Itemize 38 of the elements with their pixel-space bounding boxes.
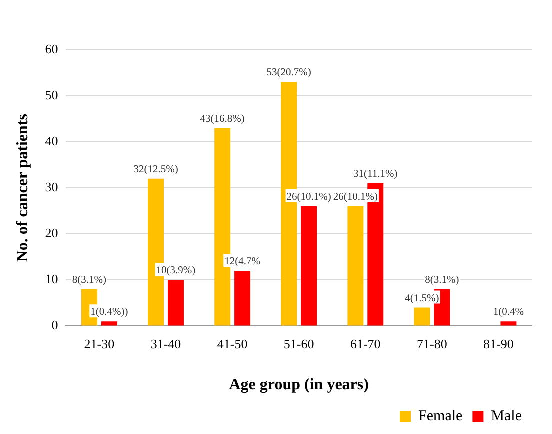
data-label: 10(3.9%) xyxy=(156,266,196,277)
data-label: 8(3.1%) xyxy=(425,274,460,286)
data-label: 31(11.1%) xyxy=(354,168,398,180)
x-tick-label: 81-90 xyxy=(484,336,514,352)
bar xyxy=(500,322,517,326)
data-label: 1(0.4% xyxy=(493,307,524,318)
bar xyxy=(348,206,364,326)
data-label: 43(16.8%) xyxy=(200,114,246,125)
x-tick-label: 71-80 xyxy=(417,336,448,352)
x-tick-label: 51-60 xyxy=(284,336,314,352)
data-label: 4(1.5%) xyxy=(405,293,440,304)
x-axis-title: Age group (in years) xyxy=(229,376,369,394)
y-tick-label: 60 xyxy=(45,41,58,56)
y-axis-title: No. of cancer patients xyxy=(14,114,32,262)
data-label: 12(4.7% xyxy=(224,256,261,268)
data-label: 1(0.4%)) xyxy=(90,307,129,318)
x-tick-label: 41-50 xyxy=(217,336,248,352)
y-tick-label: 10 xyxy=(45,272,58,287)
data-label: 26(10.1%) xyxy=(333,192,378,204)
data-label: 32(12.5%) xyxy=(134,164,179,176)
bar xyxy=(234,270,251,326)
y-tick-label: 30 xyxy=(45,180,58,195)
legend-label: Female xyxy=(418,408,464,424)
data-label: 8(3.1%) xyxy=(72,274,108,286)
y-tick-label: 20 xyxy=(45,226,58,241)
x-tick-label: 21-30 xyxy=(84,336,115,352)
y-tick-label: 40 xyxy=(45,133,58,148)
y-tick-label: 50 xyxy=(45,87,58,102)
bar xyxy=(301,206,318,326)
bar xyxy=(414,308,430,326)
y-tick-label: 0 xyxy=(52,318,58,333)
x-tick-label: 61-70 xyxy=(350,336,381,352)
x-tick-label: 31-40 xyxy=(150,336,182,352)
bar xyxy=(168,280,184,326)
bar xyxy=(101,322,118,326)
legend-label: Male xyxy=(491,408,522,424)
data-label: 53(20.7%) xyxy=(266,68,312,79)
data-label: 26(10.1%) xyxy=(286,192,332,204)
